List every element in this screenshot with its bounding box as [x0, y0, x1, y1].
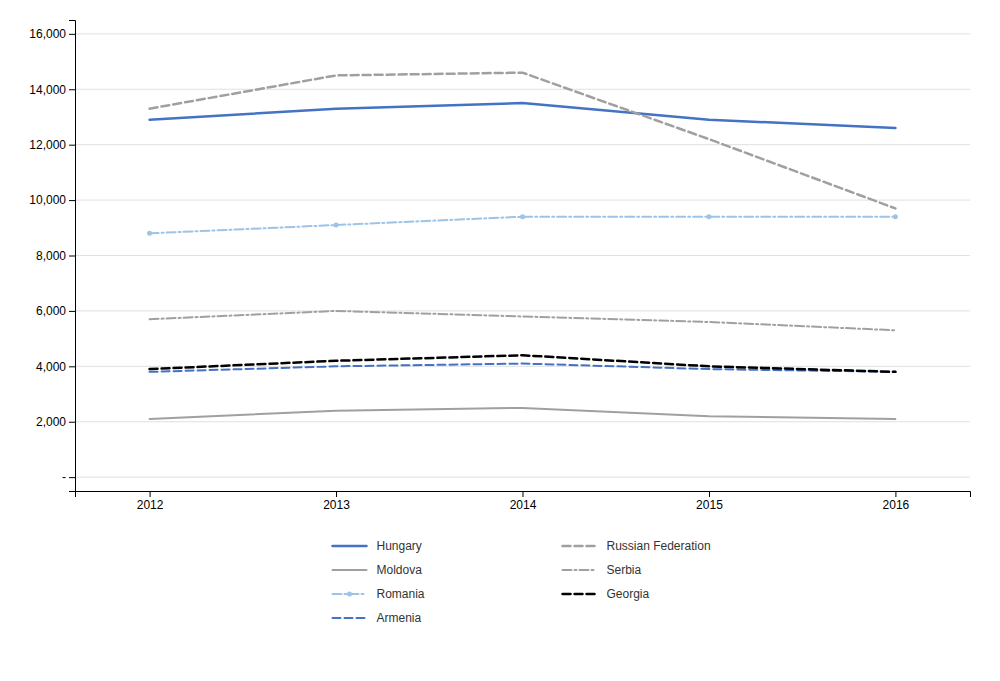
- series-marker: [147, 231, 152, 236]
- tick: 16,000: [29, 27, 75, 41]
- series-line: [150, 311, 896, 330]
- x-axis: 2012 2013 2014 2015 2016: [76, 491, 971, 512]
- legend-swatch: [563, 569, 597, 571]
- series-marker: [520, 214, 525, 219]
- tick: 6,000: [36, 304, 75, 318]
- grid-line: [75, 310, 970, 311]
- grid: [75, 34, 970, 477]
- tick: 2012: [137, 491, 164, 512]
- legend-label: Georgia: [607, 587, 650, 601]
- tick-label: 16,000: [29, 27, 66, 41]
- tick: 8,000: [36, 249, 75, 263]
- tick-label: 2,000: [36, 415, 66, 429]
- tick-label: 4,000: [36, 360, 66, 374]
- legend-marker: [347, 592, 352, 597]
- tick-label: 2012: [137, 498, 164, 512]
- tick: 2014: [510, 491, 537, 512]
- series-line: [150, 355, 896, 372]
- legend-item: Russian Federation: [563, 539, 711, 553]
- series-line: [150, 408, 896, 419]
- tick: -: [62, 470, 75, 484]
- grid-line: [75, 255, 970, 256]
- legend-item: Serbia: [563, 563, 642, 577]
- legend-item: Armenia: [333, 611, 422, 625]
- series-marker: [334, 223, 339, 228]
- legend-label: Hungary: [377, 539, 422, 553]
- legend-item: Moldova: [333, 563, 423, 577]
- tick-mark: [150, 491, 151, 497]
- tick: 2013: [323, 491, 350, 512]
- legend-label: Serbia: [607, 563, 642, 577]
- tick-label: -: [62, 470, 66, 484]
- legend-swatch: [333, 545, 367, 548]
- legend-swatch: [333, 569, 367, 571]
- tick-label: 2014: [510, 498, 537, 512]
- axis-line: [69, 21, 76, 492]
- grid-line: [75, 33, 970, 34]
- tick-label: 10,000: [29, 193, 66, 207]
- legend-swatch: [563, 593, 597, 596]
- tick: 2016: [883, 491, 910, 512]
- series-line: [150, 103, 896, 128]
- tick-label: 6,000: [36, 304, 66, 318]
- tick: 2015: [696, 491, 723, 512]
- tick-mark: [69, 89, 75, 90]
- tick: 12,000: [29, 138, 75, 152]
- tick-mark: [69, 311, 75, 312]
- tick-mark: [69, 200, 75, 201]
- legend: Hungary Moldova Romania Armenia Russian Fede…: [333, 539, 711, 625]
- tick-mark: [69, 477, 75, 478]
- tick-mark: [69, 256, 75, 257]
- grid-line: [75, 477, 970, 478]
- y-axis: - 2,000 4,000 6,000 8,000 10,000 12,000 14,000 1…: [29, 21, 75, 492]
- grid-line: [75, 200, 970, 201]
- series-group: [147, 73, 898, 419]
- tick-mark: [69, 34, 75, 35]
- tick-mark: [895, 491, 896, 497]
- tick-label: 2016: [883, 498, 910, 512]
- tick-label: 14,000: [29, 83, 66, 97]
- legend-label: Moldova: [377, 563, 423, 577]
- tick-mark: [523, 491, 524, 497]
- grid-line: [75, 144, 970, 145]
- legend-item: Hungary: [333, 539, 422, 553]
- series-line: [150, 73, 896, 209]
- tick-mark: [69, 422, 75, 423]
- tick: 4,000: [36, 360, 75, 374]
- chart: 2012 2013 2014 2015 2016 - 2,000 4,000 6,000 8,00…: [0, 0, 1000, 681]
- legend-item: Romania: [333, 587, 425, 601]
- legend-label: Armenia: [377, 611, 422, 625]
- tick-mark: [69, 366, 75, 367]
- tick-mark: [336, 491, 337, 497]
- axis-line: [76, 492, 971, 498]
- grid-line: [75, 89, 970, 90]
- tick: 10,000: [29, 193, 75, 207]
- tick-mark: [69, 145, 75, 146]
- legend-label: Romania: [377, 587, 425, 601]
- series-marker: [706, 214, 711, 219]
- series-marker: [893, 214, 898, 219]
- tick-label: 2013: [323, 498, 350, 512]
- tick: 14,000: [29, 83, 75, 97]
- tick-label: 8,000: [36, 249, 66, 263]
- legend-swatch: [563, 545, 597, 548]
- tick-mark: [709, 491, 710, 497]
- legend-item: Georgia: [563, 587, 650, 601]
- legend-swatch: [333, 617, 367, 619]
- tick-label: 12,000: [29, 138, 66, 152]
- plot: 2012 2013 2014 2015 2016 - 2,000 4,000 6,000 8,00…: [29, 21, 970, 512]
- grid-line: [75, 421, 970, 422]
- legend-label: Russian Federation: [607, 539, 711, 553]
- tick-label: 2015: [696, 498, 723, 512]
- tick: 2,000: [36, 415, 75, 429]
